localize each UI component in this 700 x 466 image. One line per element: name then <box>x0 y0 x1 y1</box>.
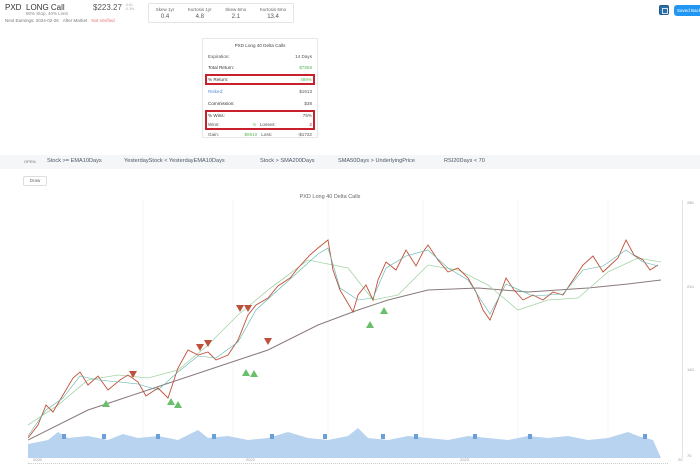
ema10-line <box>28 247 659 437</box>
label: Total Return: <box>208 65 235 70</box>
price-change-pct: -0.3% <box>125 7 135 11</box>
y-tick: 280 <box>687 200 694 205</box>
x-tick: 20 <box>678 457 683 462</box>
stat-value: 13.4 <box>267 13 279 20</box>
stat-label: Skew 1yr <box>155 6 175 12</box>
label: Commission: <box>208 101 235 106</box>
filter-chip[interactable]: SMA50Days > UnderlyingPrice <box>338 158 415 164</box>
price-change-abs: -0.61 <box>125 3 133 7</box>
volume-area <box>28 428 661 458</box>
filter-chip[interactable]: Stock > SMA200Days <box>260 158 315 164</box>
exit-markers <box>129 305 272 378</box>
x-tick: 2023 <box>460 457 469 462</box>
stat-label: Kurtosis 1yr <box>187 6 212 12</box>
earnings-date: Next Earnings: 2024-02-26 <box>5 18 59 23</box>
row-pct-return: % Return: 489% <box>208 77 312 82</box>
ticker-symbol: PXD <box>5 3 22 12</box>
price-line <box>28 238 659 439</box>
stat-value: 2.1 <box>231 13 240 20</box>
stock-price: $223.27 <box>93 3 122 12</box>
value: $1613 <box>299 89 312 94</box>
y-tick: 70 <box>687 453 692 458</box>
row-risked: Risked: $1613 <box>208 89 312 94</box>
value: $38 <box>304 101 312 106</box>
label: Loss: <box>261 132 273 137</box>
stat-value: 4.8 <box>195 13 204 20</box>
row-total-return: Total Return: $7858 <box>208 65 312 70</box>
y-tick: 210 <box>687 284 694 289</box>
stat-label: Skew 6mo <box>225 6 247 12</box>
y-axis <box>682 200 683 458</box>
stat-value: 0.4 <box>160 13 170 20</box>
x-tick: 2020 <box>33 457 42 462</box>
row-expiration: Expiration: 14 Days <box>208 54 312 59</box>
value: 489% <box>300 77 312 82</box>
filter-chip[interactable]: RSI20Days < 70 <box>444 158 485 164</box>
filter-chip[interactable]: Stock >= EMA10Days <box>47 158 102 164</box>
strategy-subtitle: 80% Stop, 40% Limit <box>26 11 68 16</box>
price-change: -0.61 -0.3% <box>125 3 134 11</box>
value: 2 <box>309 122 312 127</box>
sma50-line <box>28 257 661 426</box>
stats-box: Skew 1yr 0.4 Kurtosis 1yr 4.8 Skew 6mo 2.1 … <box>148 3 294 23</box>
x-axis-navigator[interactable] <box>28 463 668 464</box>
draw-button[interactable]: Draw <box>23 176 47 186</box>
row-wins-losses: Wins: 6 Losses: 2 <box>208 122 312 127</box>
value: $9610 <box>244 132 258 137</box>
backtest-summary-card: PXD Long 40 Delta Calls Expiration: 14 Da… <box>202 38 318 138</box>
label: % Return: <box>208 77 229 82</box>
open-label: OPEN: <box>24 159 37 164</box>
row-commission: Commission: $38 <box>208 101 312 106</box>
label: Wins: <box>208 122 220 127</box>
row-pct-wins: % Wins: 75% <box>208 113 312 118</box>
filter-chip[interactable]: YesterdayStock < YesterdayEMA10Days <box>124 158 225 164</box>
stat-kurtosis-1yr: Kurtosis 1yr 4.8 <box>188 7 212 20</box>
label: Losses: <box>259 122 276 127</box>
sma200-line <box>28 279 661 441</box>
earnings-time: After Market <box>62 18 88 23</box>
next-earnings: Next Earnings: 2024-02-26 After Market Not… <box>5 18 115 23</box>
highlight-wins <box>205 110 315 130</box>
entry-markers <box>102 307 388 408</box>
label: Risked: <box>208 89 224 94</box>
value: 14 Days <box>295 54 312 59</box>
chart-svg <box>28 200 661 458</box>
price-chart[interactable] <box>28 200 661 458</box>
row-gain-loss: Gain: $9610 Loss: -$1722 <box>208 132 312 137</box>
y-tick: 140 <box>687 367 694 372</box>
label: Expiration: <box>208 54 230 59</box>
highlight-return <box>205 74 315 85</box>
value: $7858 <box>299 65 312 70</box>
summary-title: PXD Long 40 Delta Calls <box>234 43 286 48</box>
stat-skew-6mo: Skew 6mo 2.1 <box>225 7 246 20</box>
value: -$1722 <box>297 132 312 137</box>
x-tick: 2022 <box>246 457 255 462</box>
stat-kurtosis-6mo: Kurtosis 6mo 13.4 <box>260 7 286 20</box>
strategy-name: LONG Call <box>26 3 65 12</box>
filter-bar: OPEN: Stock >= EMA10Days YesterdayStock … <box>0 155 700 169</box>
earnings-status: Not Verified <box>91 18 115 23</box>
chart-title: PXD Long 40 Delta Calls <box>299 194 361 200</box>
value: 75% <box>302 113 312 118</box>
stat-skew-1yr: Skew 1yr 0.4 <box>156 7 175 20</box>
label: Gain: <box>208 132 219 137</box>
saved-backtest-button[interactable]: Saved Backtest <box>674 5 700 16</box>
volume-markers <box>62 434 647 439</box>
calendar-icon[interactable] <box>659 5 669 15</box>
label: % Wins: <box>208 113 225 118</box>
value: 6 <box>253 122 256 127</box>
gridlines <box>142 200 609 458</box>
stat-label: Kurtosis 6mo <box>259 6 287 12</box>
header: PXD LONG Call 80% Stop, 40% Limit Next E… <box>0 0 700 26</box>
